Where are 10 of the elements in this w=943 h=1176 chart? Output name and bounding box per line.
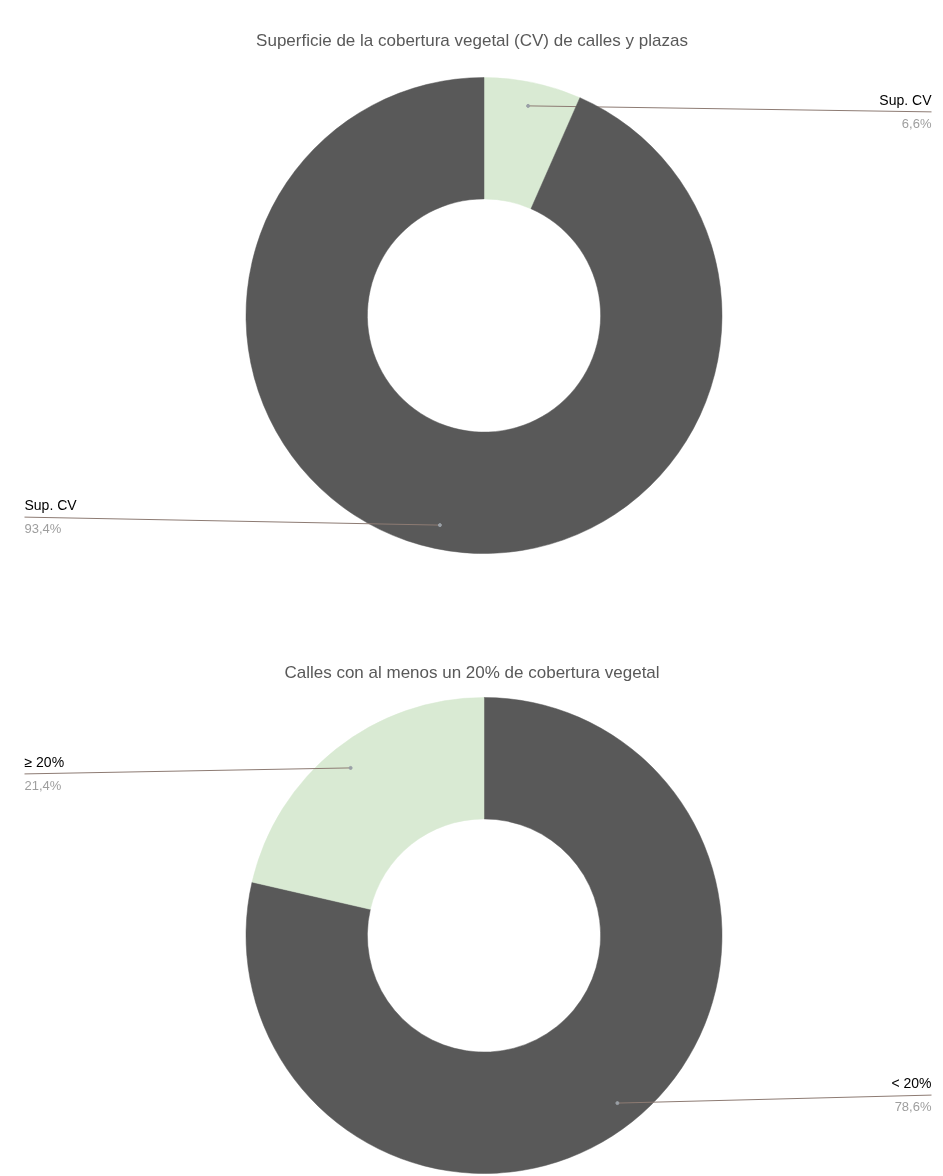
data-label: 93,4% xyxy=(24,521,62,537)
data-label: 21,4% xyxy=(24,777,62,793)
chart-title: Calles con al menos un 20% de cobertura vegetal xyxy=(284,663,660,682)
slice-label: ≥ 20% xyxy=(24,753,65,770)
chart-title: Superficie de la cobertura vegetal (CV) de calles y plazas xyxy=(256,31,688,50)
slice-label: Sup. CV xyxy=(879,91,933,108)
slice-label: Sup. CV xyxy=(24,497,78,514)
data-label: 78,6% xyxy=(894,1099,932,1115)
slice-label: < 20% xyxy=(891,1075,932,1092)
data-label: 6,6% xyxy=(901,115,932,131)
